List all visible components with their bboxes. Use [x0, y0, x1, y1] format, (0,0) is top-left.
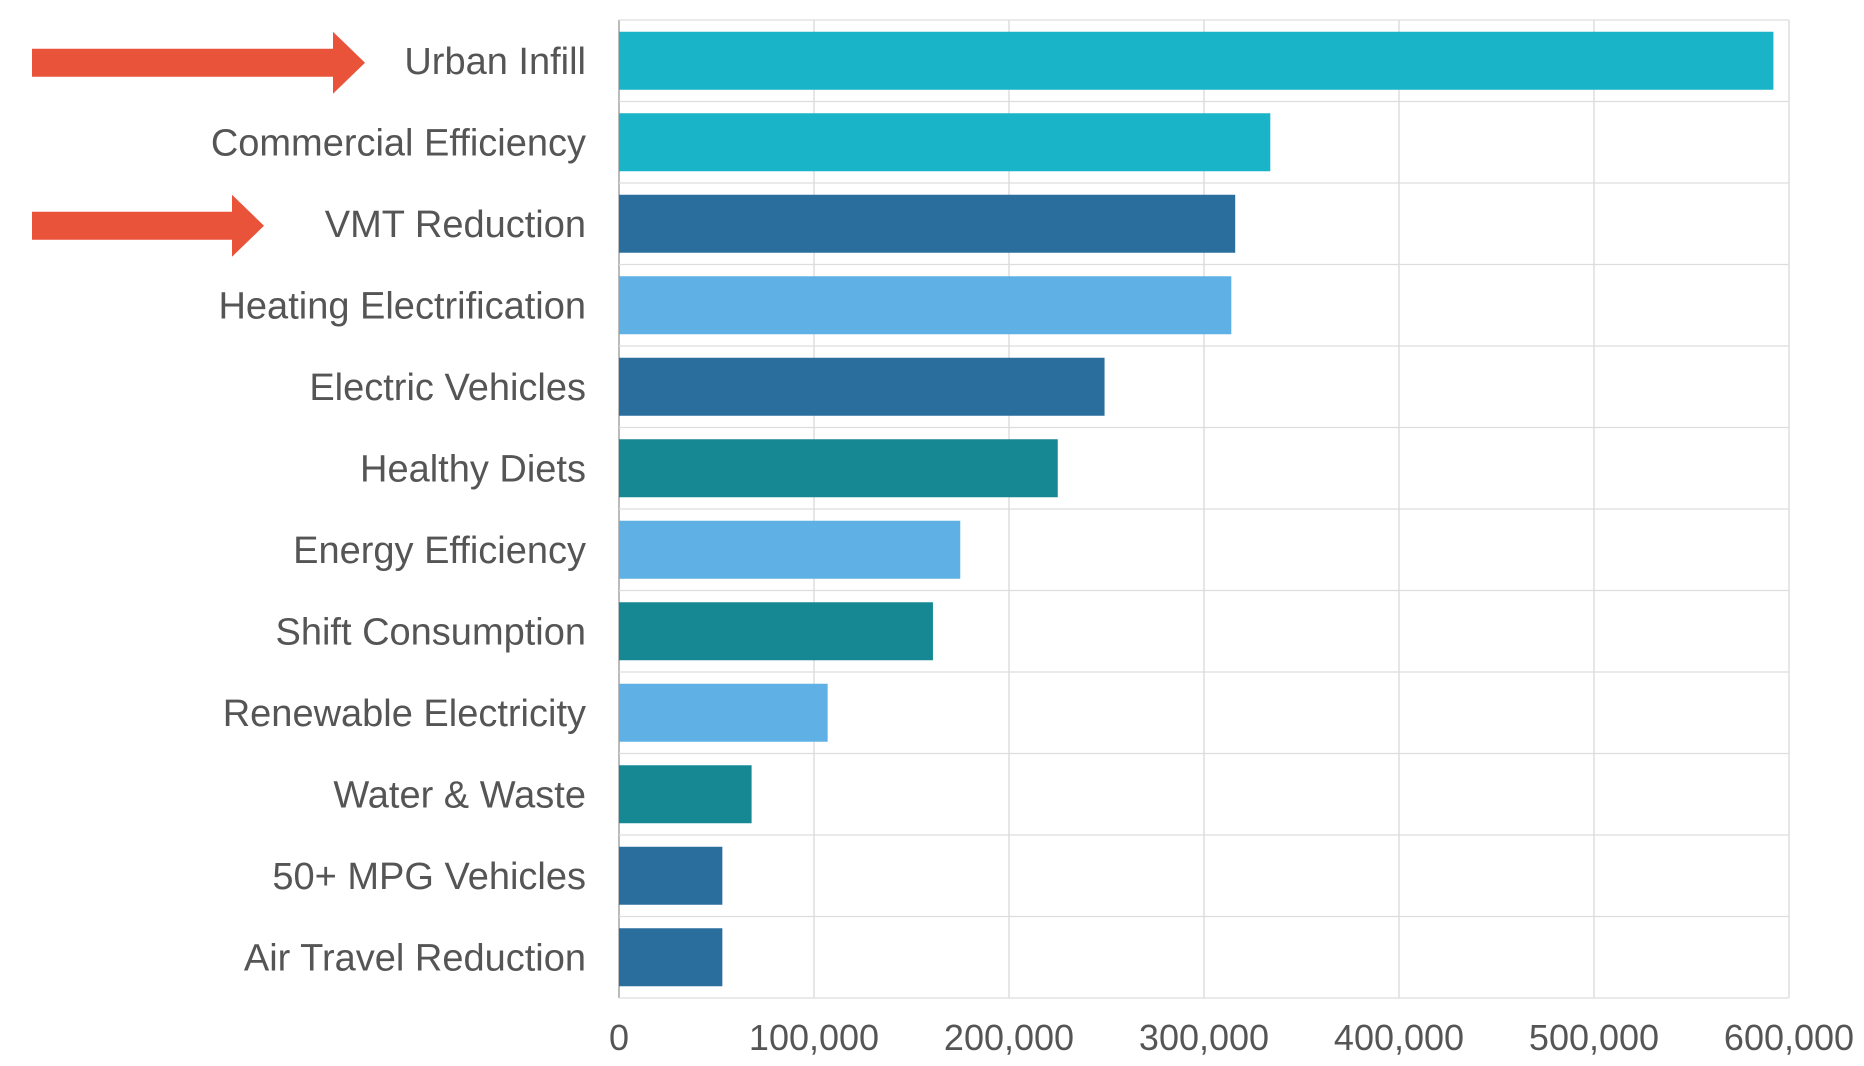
bar-commercial-efficiency	[619, 113, 1271, 172]
x-tick-label: 500,000	[1529, 1017, 1659, 1058]
bar-water-waste	[619, 765, 752, 824]
x-tick-label: 0	[609, 1017, 629, 1058]
category-label: Commercial Efficiency	[211, 122, 586, 164]
category-label: Shift Consumption	[276, 611, 587, 653]
grid-lines	[618, 19, 1790, 999]
category-labels: Urban Infill Commercial Efficiency VMT Red…	[211, 41, 586, 980]
bar-healthy-diets	[619, 439, 1058, 498]
bar-vmt-reduction	[619, 194, 1236, 253]
category-label: 50+ MPG Vehicles	[272, 856, 586, 898]
category-label: Air Travel Reduction	[244, 937, 586, 979]
bar-renewable-electricity	[619, 683, 828, 742]
bar-air-travel-reduction	[619, 928, 723, 987]
bar-energy-efficiency	[619, 520, 961, 579]
x-tick-label: 100,000	[749, 1017, 879, 1058]
x-tick-label: 400,000	[1334, 1017, 1464, 1058]
x-tick-labels: 0 100,000 200,000 300,000 400,000 500,000 600,…	[609, 1017, 1854, 1058]
annotation-arrows	[32, 31, 365, 257]
x-tick-label: 300,000	[1139, 1017, 1269, 1058]
bar-urban-infill	[619, 31, 1774, 90]
bar-electric-vehicles	[619, 357, 1105, 416]
bars	[619, 31, 1774, 987]
category-label: Urban Infill	[404, 41, 586, 83]
bar-50-mpg-vehicles	[619, 846, 723, 905]
category-label: Renewable Electricity	[223, 693, 586, 735]
bar-shift-consumption	[619, 602, 933, 661]
bar-heating-electrification	[619, 276, 1232, 335]
category-label: Water & Waste	[333, 774, 586, 816]
category-label: Heating Electrification	[218, 285, 586, 327]
x-tick-label: 600,000	[1724, 1017, 1854, 1058]
right-arrow-icon	[32, 194, 264, 257]
category-label: VMT Reduction	[325, 204, 586, 246]
category-label: Energy Efficiency	[293, 530, 586, 572]
category-label: Electric Vehicles	[309, 367, 586, 409]
x-tick-label: 200,000	[944, 1017, 1074, 1058]
right-arrow-icon	[32, 31, 365, 94]
category-label: Healthy Diets	[360, 448, 586, 490]
